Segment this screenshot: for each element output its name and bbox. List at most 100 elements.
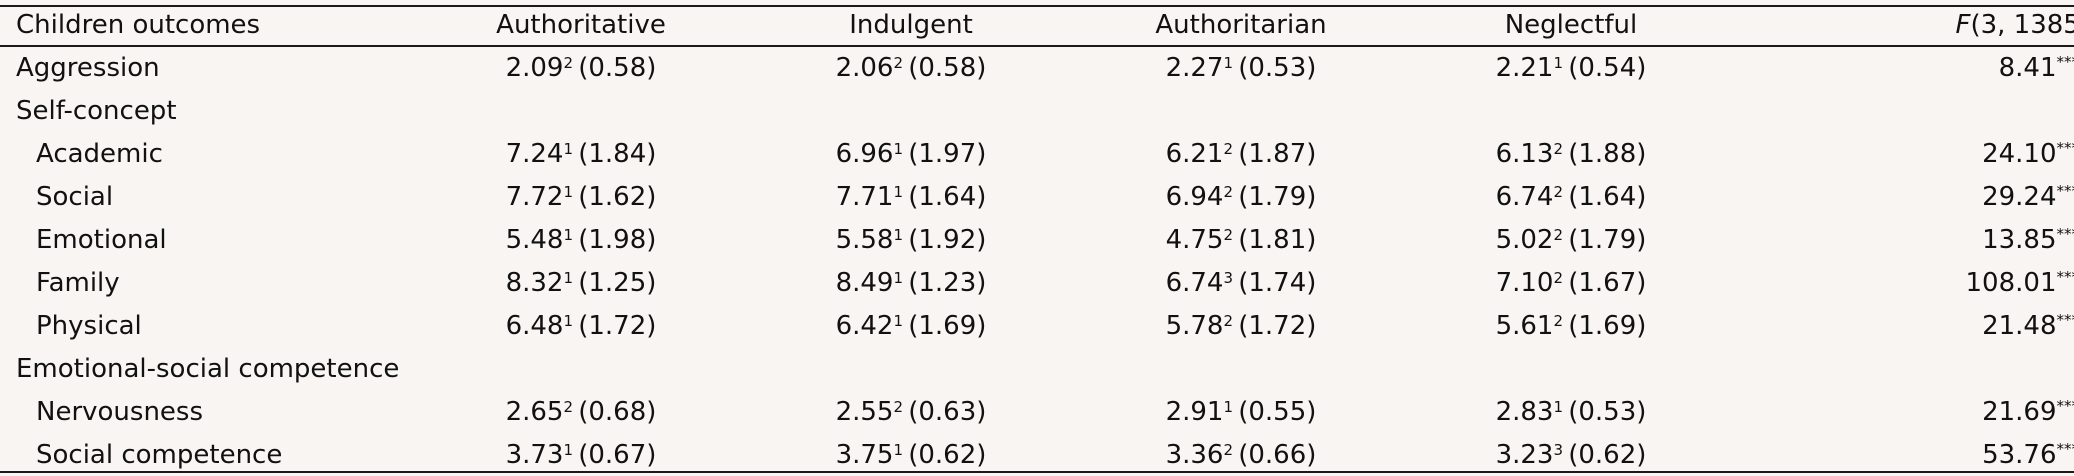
significance-stars: *** (2056, 396, 2074, 415)
mean-sd-cell (1076, 347, 1406, 390)
f-df: (3, 1385) (1970, 9, 2074, 40)
f-value: 29.24 (1982, 181, 2057, 212)
f-value: 8.41 (1998, 52, 2057, 83)
f-stat-cell: 13.85*** (1736, 218, 2074, 261)
sd-value: (1.72) (578, 310, 657, 341)
mean-value: 6.42 (835, 310, 894, 341)
header-rule (0, 45, 2074, 47)
mean-sd-cell: 7.721 (1.62) (416, 175, 746, 218)
group-superscript: 1 (563, 225, 574, 244)
header-neglectful: Neglectful (1504, 9, 1638, 40)
mean-sd-cell: 2.092 (0.58) (416, 46, 746, 89)
sd-value: (1.81) (1238, 224, 1317, 255)
mean-value: 6.48 (505, 310, 564, 341)
group-superscript: 2 (563, 53, 574, 72)
group-superscript: 1 (563, 440, 574, 459)
group-superscript: 1 (1553, 53, 1564, 72)
mean-sd-cell: 7.711 (1.64) (746, 175, 1076, 218)
f-stat-cell: 8.41*** (1736, 46, 2074, 89)
sd-value: (0.66) (1238, 439, 1317, 470)
group-superscript: 2 (563, 397, 574, 416)
mean-value: 5.61 (1495, 310, 1554, 341)
mean-value: 7.24 (505, 138, 564, 169)
sd-value: (1.25) (578, 267, 657, 298)
mean-value: 2.06 (835, 52, 894, 83)
group-superscript: 2 (1223, 139, 1234, 158)
group-superscript: 2 (1223, 225, 1234, 244)
row-label: Aggression (16, 52, 160, 83)
mean-sd-cell: 4.752 (1.81) (1076, 218, 1406, 261)
mean-sd-cell: 6.942 (1.79) (1076, 175, 1406, 218)
mean-value: 5.02 (1495, 224, 1554, 255)
sd-value: (1.67) (1568, 267, 1647, 298)
table-row: Emotional 5.481 (1.98) 5.581 (1.92) 4.752 (… (0, 218, 2074, 261)
sd-value: (1.79) (1238, 181, 1317, 212)
mean-sd-cell (746, 89, 1076, 132)
f-symbol: F (1955, 9, 1971, 40)
row-label: Social (36, 181, 114, 212)
group-superscript: 2 (1553, 268, 1564, 287)
significance-stars: *** (2056, 181, 2074, 200)
group-superscript: 1 (893, 225, 904, 244)
row-label: Physical (36, 310, 142, 341)
header-outcome: Children outcomes (16, 9, 261, 40)
mean-sd-cell: 2.062 (0.58) (746, 46, 1076, 89)
sd-value: (0.62) (1568, 439, 1647, 470)
mean-value: 3.75 (835, 439, 894, 470)
sd-value: (0.58) (908, 52, 987, 83)
table-row: Social 7.721 (1.62) 7.711 (1.64) 6.942 (1.7… (0, 175, 2074, 218)
significance-stars: *** (2056, 52, 2074, 71)
f-stat-cell: 53.76*** (1736, 433, 2074, 476)
bottom-rule (0, 471, 2074, 473)
group-superscript: 2 (893, 397, 904, 416)
mean-sd-cell: 6.132 (1.88) (1406, 132, 1736, 175)
mean-value: 2.21 (1495, 52, 1554, 83)
mean-sd-cell: 2.552 (0.63) (746, 390, 1076, 433)
mean-sd-cell: 6.961 (1.97) (746, 132, 1076, 175)
section-row: Emotional-social competence (0, 347, 2074, 390)
mean-sd-cell: 3.362 (0.66) (1076, 433, 1406, 476)
mean-sd-cell (1076, 89, 1406, 132)
mean-value: 4.75 (1165, 224, 1224, 255)
sd-value: (0.58) (578, 52, 657, 83)
mean-sd-cell (416, 89, 746, 132)
table-row: Physical 6.481 (1.72) 6.421 (1.69) 5.782 (1… (0, 304, 2074, 347)
f-value: 108.01 (1965, 267, 2057, 298)
group-superscript: 1 (563, 182, 574, 201)
significance-stars: *** (2056, 439, 2074, 458)
sd-value: (1.69) (1568, 310, 1647, 341)
sd-value: (1.64) (1568, 181, 1647, 212)
table-row: Social competence 3.731 (0.67) 3.751 (0.62… (0, 433, 2074, 476)
mean-value: 6.21 (1165, 138, 1224, 169)
significance-stars: *** (2056, 267, 2074, 286)
row-label: Academic (36, 138, 163, 169)
mean-value: 6.96 (835, 138, 894, 169)
mean-sd-cell (416, 347, 746, 390)
sd-value: (1.87) (1238, 138, 1317, 169)
table-row: Academic 7.241 (1.84) 6.961 (1.97) 6.212 (1… (0, 132, 2074, 175)
f-value: 21.48 (1982, 310, 2057, 341)
mean-sd-cell: 6.481 (1.72) (416, 304, 746, 347)
f-value: 24.10 (1982, 138, 2057, 169)
group-superscript: 2 (1553, 225, 1564, 244)
sd-value: (0.67) (578, 439, 657, 470)
mean-value: 2.09 (505, 52, 564, 83)
group-superscript: 1 (1553, 397, 1564, 416)
sd-value: (1.79) (1568, 224, 1647, 255)
f-stat-cell: 24.10*** (1736, 132, 2074, 175)
header-authoritative: Authoritative (496, 9, 666, 40)
mean-value: 6.13 (1495, 138, 1554, 169)
mean-sd-cell: 6.743 (1.74) (1076, 261, 1406, 304)
group-superscript: 1 (893, 311, 904, 330)
significance-stars: *** (2056, 138, 2074, 157)
mean-value: 7.71 (835, 181, 894, 212)
mean-sd-cell: 6.742 (1.64) (1406, 175, 1736, 218)
mean-value: 2.83 (1495, 396, 1554, 427)
section-label: Self-concept (16, 95, 177, 126)
group-superscript: 2 (1223, 182, 1234, 201)
header-indulgent: Indulgent (849, 9, 973, 40)
table-body: Aggression 2.092 (0.58) 2.062 (0.58) 2.271 … (0, 46, 2074, 476)
mean-value: 2.65 (505, 396, 564, 427)
sd-value: (0.53) (1238, 52, 1317, 83)
mean-sd-cell: 3.751 (0.62) (746, 433, 1076, 476)
